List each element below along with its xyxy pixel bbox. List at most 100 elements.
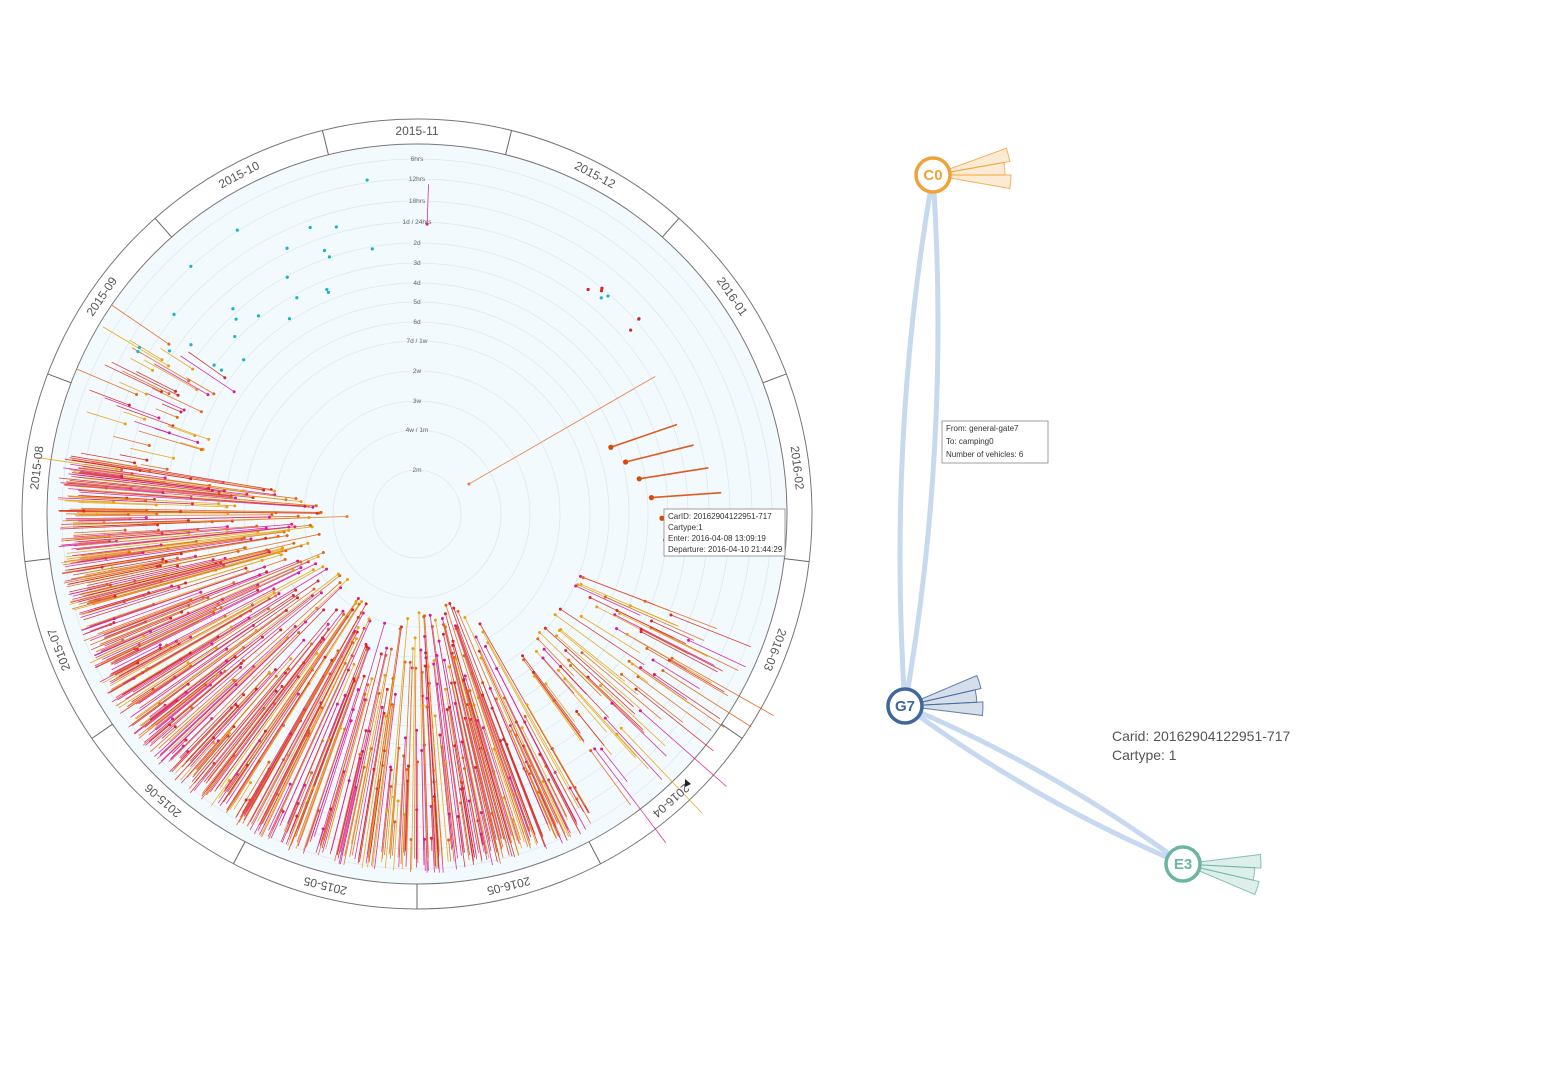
stay-point bbox=[244, 798, 248, 802]
month-label: 2016-02 bbox=[788, 445, 807, 491]
stay-line bbox=[457, 627, 531, 832]
duration-ring bbox=[224, 321, 610, 707]
node-fan-wedge bbox=[904, 674, 982, 707]
stay-point bbox=[569, 664, 573, 668]
stay-line bbox=[539, 754, 582, 835]
network-edge[interactable] bbox=[897, 172, 936, 709]
stay-point bbox=[541, 656, 545, 660]
stay-line bbox=[71, 526, 289, 550]
stay-point bbox=[199, 448, 203, 452]
stay-point bbox=[296, 514, 300, 518]
stay-point bbox=[478, 622, 482, 626]
stay-line bbox=[224, 740, 260, 792]
stay-line bbox=[66, 482, 131, 489]
stay-point bbox=[636, 476, 642, 482]
stay-line bbox=[491, 708, 547, 849]
stay-point bbox=[232, 581, 236, 585]
stay-line bbox=[235, 799, 247, 818]
stay-point bbox=[112, 617, 116, 621]
network-edge[interactable] bbox=[902, 703, 1186, 867]
stay-point bbox=[370, 677, 374, 681]
stay-point bbox=[235, 228, 239, 232]
stay-line bbox=[280, 785, 305, 843]
stay-point bbox=[364, 602, 368, 606]
stay-line bbox=[77, 474, 213, 491]
stay-point bbox=[432, 659, 436, 663]
stay-point bbox=[625, 632, 629, 636]
stay-line bbox=[358, 689, 388, 859]
stay-line bbox=[167, 424, 209, 440]
stay-line bbox=[132, 703, 161, 725]
stay-point bbox=[356, 596, 360, 600]
network-node[interactable] bbox=[886, 687, 924, 725]
stay-line bbox=[59, 524, 158, 530]
stay-line bbox=[144, 359, 197, 390]
stay-line bbox=[158, 679, 234, 749]
stay-line bbox=[553, 700, 583, 740]
stay-point bbox=[441, 623, 445, 627]
stay-line bbox=[425, 652, 439, 850]
stay-point bbox=[233, 334, 237, 339]
stay-point bbox=[160, 358, 164, 362]
stay-line bbox=[136, 371, 176, 392]
stay-line bbox=[310, 709, 354, 839]
network-edge[interactable] bbox=[902, 172, 941, 709]
stay-line bbox=[82, 591, 201, 636]
stay-line bbox=[343, 767, 365, 866]
stay-line bbox=[226, 603, 357, 792]
stay-line bbox=[542, 781, 570, 838]
stay-line bbox=[477, 720, 512, 836]
stay-line bbox=[461, 789, 475, 865]
stay-line bbox=[671, 657, 774, 716]
stay-line bbox=[468, 800, 479, 853]
stay-point bbox=[314, 562, 318, 566]
stay-line bbox=[302, 728, 345, 851]
stay-point bbox=[630, 662, 634, 666]
stay-point bbox=[555, 634, 559, 638]
stay-line bbox=[406, 648, 414, 859]
stay-point bbox=[246, 570, 250, 574]
network-node[interactable] bbox=[914, 156, 952, 194]
stay-line bbox=[467, 704, 505, 840]
stay-line bbox=[180, 751, 188, 759]
stay-point bbox=[223, 376, 227, 380]
stay-line bbox=[62, 553, 182, 575]
stay-line bbox=[422, 705, 429, 862]
stay-point bbox=[189, 343, 193, 347]
stay-line bbox=[449, 707, 475, 858]
stay-point bbox=[568, 786, 572, 790]
stay-line bbox=[138, 430, 202, 451]
stay-line bbox=[87, 565, 178, 586]
stay-point bbox=[294, 497, 298, 501]
stay-point bbox=[444, 761, 448, 765]
stay-line bbox=[453, 607, 544, 837]
stay-point bbox=[413, 636, 417, 640]
network-edge[interactable] bbox=[902, 703, 1186, 867]
stay-line bbox=[372, 706, 394, 868]
stay-line bbox=[524, 716, 576, 810]
stay-line bbox=[130, 648, 227, 718]
stay-line bbox=[60, 525, 257, 542]
stay-point bbox=[188, 651, 192, 655]
stay-line bbox=[114, 649, 138, 661]
stay-point bbox=[120, 468, 124, 472]
stay-line bbox=[344, 693, 380, 856]
stay-point bbox=[588, 595, 592, 599]
stay-line bbox=[109, 660, 139, 677]
stay-point bbox=[263, 565, 267, 569]
stay-point bbox=[187, 379, 191, 383]
stay-line bbox=[86, 411, 126, 425]
stay-point bbox=[467, 482, 471, 486]
stay-line bbox=[295, 680, 355, 838]
vehicle-tooltip: CarID: 20162904122951-717 Cartype:1 Ente… bbox=[663, 508, 786, 557]
network-node[interactable] bbox=[1164, 845, 1202, 883]
stay-point bbox=[345, 577, 349, 581]
stay-point bbox=[352, 677, 356, 681]
stay-point bbox=[365, 178, 369, 182]
stay-line bbox=[69, 469, 297, 499]
stay-point bbox=[234, 496, 238, 500]
stay-point bbox=[189, 635, 193, 639]
stay-line bbox=[340, 647, 388, 853]
stay-line bbox=[583, 577, 670, 611]
stay-point bbox=[189, 477, 193, 481]
